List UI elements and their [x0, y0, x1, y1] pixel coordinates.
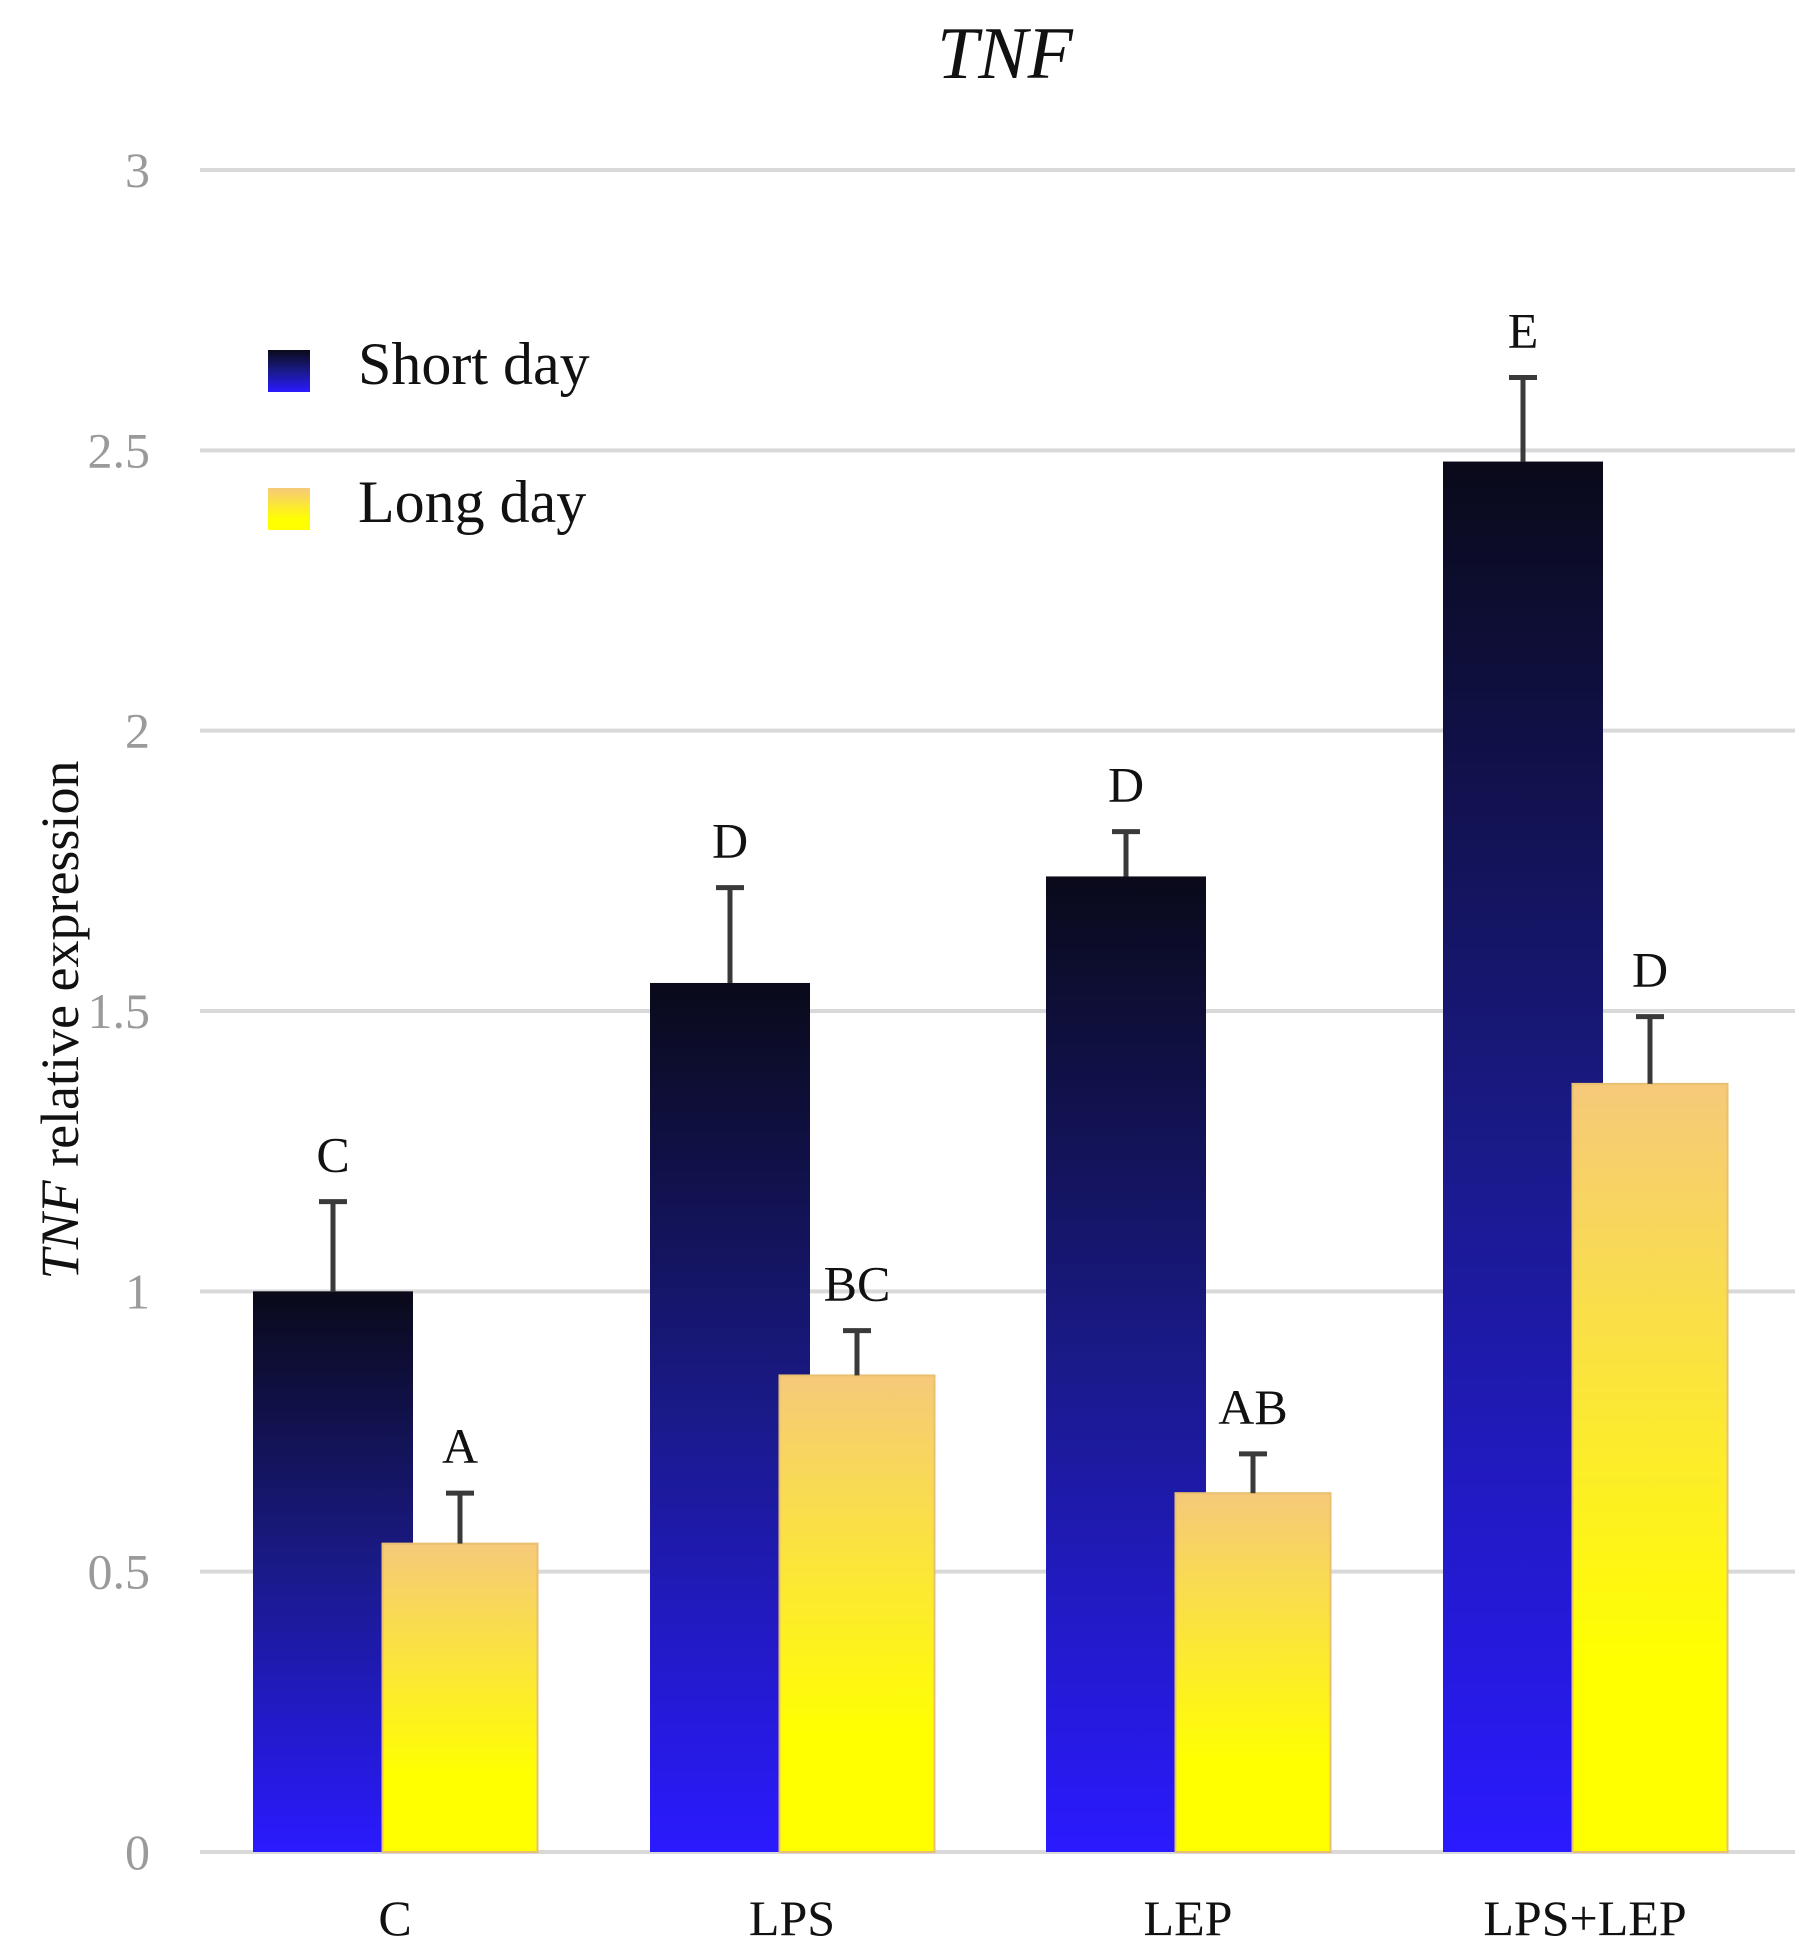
legend: Short day Long day — [268, 331, 590, 535]
bar-long-day-lep — [1174, 1492, 1332, 1853]
significance-letter: AB — [1218, 1379, 1287, 1435]
significance-letter: E — [1508, 302, 1539, 358]
x-axis-labels: C LPS LEP LPS+LEP — [378, 1890, 1686, 1946]
x-tick-label: LPS — [749, 1890, 835, 1946]
significance-letter: A — [442, 1418, 478, 1474]
y-axis-label: TNF relative expression — [30, 761, 90, 1280]
legend-label-long-day: Long day — [358, 469, 586, 535]
y-tick-label: 0.5 — [88, 1544, 151, 1600]
legend-label-short-day: Short day — [358, 331, 590, 397]
chart-title: TNF — [937, 13, 1074, 95]
bar-long-day-lps — [778, 1374, 936, 1854]
y-axis-ticks: 0 0.5 1 1.5 2 2.5 3 — [88, 142, 151, 1880]
significance-letter: BC — [824, 1256, 891, 1312]
y-axis-label-italic: TNF — [30, 1179, 90, 1279]
significance-letter: D — [712, 813, 748, 869]
y-tick-label: 2 — [125, 703, 150, 759]
y-tick-label: 1.5 — [88, 983, 151, 1039]
legend-swatch-short-day — [268, 350, 310, 392]
y-axis-label-rest: relative expression — [30, 761, 90, 1181]
bar-long-day-c — [381, 1542, 539, 1853]
x-tick-label: C — [378, 1890, 411, 1946]
y-tick-label: 2.5 — [88, 422, 151, 478]
legend-swatch-long-day — [268, 488, 310, 530]
y-tick-label: 0 — [125, 1824, 150, 1880]
bars: C A D BC D AB E D — [253, 302, 1729, 1854]
x-tick-label: LEP — [1144, 1890, 1233, 1946]
y-tick-label: 3 — [125, 142, 150, 198]
significance-letter: D — [1632, 942, 1668, 998]
significance-letter: C — [316, 1127, 349, 1183]
significance-letter: D — [1108, 757, 1144, 813]
y-tick-label: 1 — [125, 1263, 150, 1319]
x-tick-label: LPS+LEP — [1483, 1890, 1686, 1946]
bar-long-day-lps-lep — [1571, 1082, 1729, 1854]
